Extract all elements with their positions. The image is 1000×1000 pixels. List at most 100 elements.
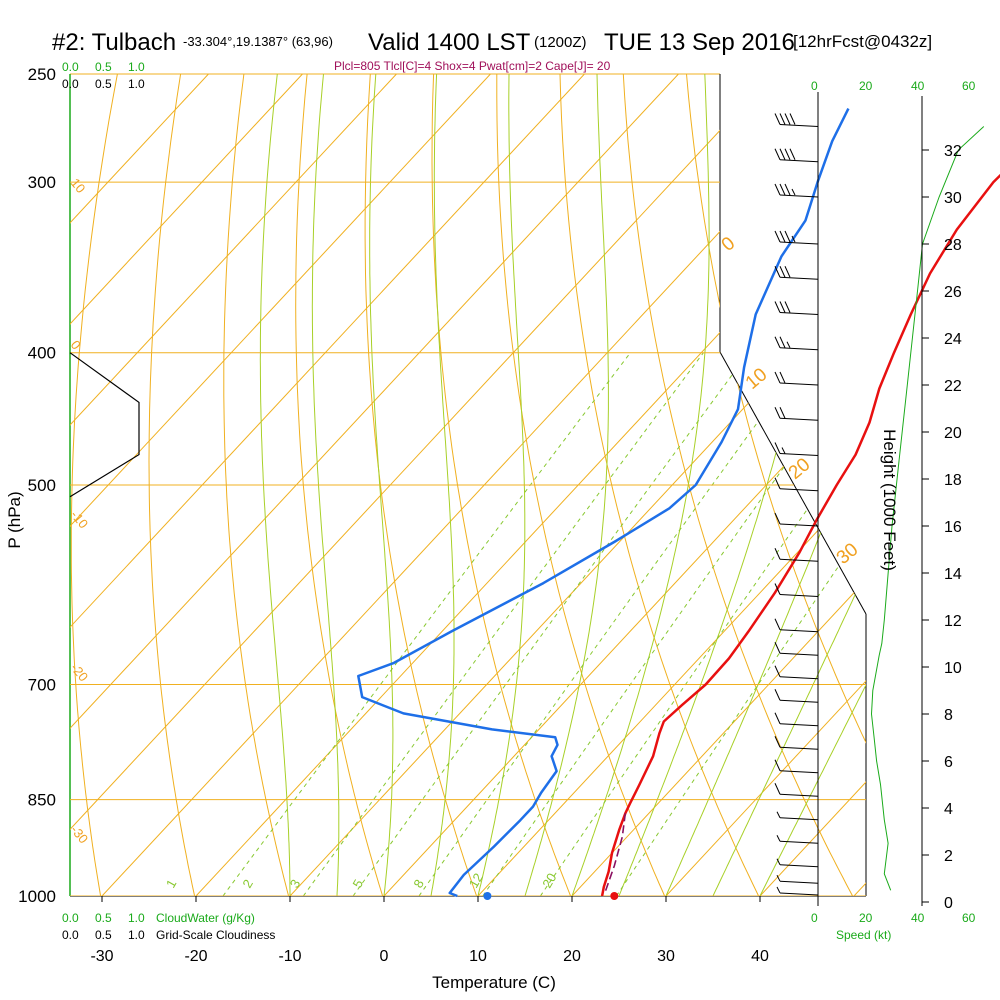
forecast-info: [12hrFcst@0432z] [793, 32, 932, 51]
dewpoint-line [357, 108, 850, 898]
height-tick-label: 18 [944, 472, 962, 489]
temperature-tick-label: 20 [563, 948, 581, 965]
wind-barb [776, 858, 819, 868]
wind-barb-flag [779, 148, 786, 160]
wind-barb-staff [779, 523, 819, 527]
cloudwater-tick-0: 0.0 [62, 60, 79, 74]
wind-barb-flag [779, 266, 786, 278]
height-tick-label: 10 [944, 660, 962, 677]
wind-barb [774, 230, 819, 245]
height-tick-label: 16 [944, 519, 962, 536]
cloud-scale-top: 0.0 0.5 1.0 0.0 0.5 1.0 [62, 60, 145, 91]
wind-barb-flag [779, 301, 786, 313]
wind-barb-halfflag [776, 858, 781, 865]
cloudiness-tick-2-bottom: 1.0 [128, 928, 145, 942]
wind-barb-staff [779, 347, 819, 351]
wind-barb [774, 783, 819, 797]
wind-barb [774, 148, 819, 163]
wind-barb-flag [784, 301, 791, 313]
wind-barb-flag [774, 266, 781, 278]
wind-barb-flag [774, 183, 781, 196]
height-tick-label: 26 [944, 284, 962, 301]
cloudiness-tick-0-bottom: 0.0 [62, 928, 79, 942]
wind-barb-flag [779, 407, 786, 419]
wind-barb [774, 183, 819, 198]
wind-barb-flag [774, 548, 781, 560]
moist-adiabat-line [430, 74, 455, 896]
height-tick-label: 20 [944, 425, 962, 442]
wind-barb-staff [779, 676, 819, 680]
valid-time: Valid 1400 LST [368, 29, 531, 56]
wind-barb-flag [774, 759, 781, 771]
temperature-tick-label: 10 [469, 948, 487, 965]
isotherm-line [70, 74, 397, 896]
wind-barb-halfflag [776, 874, 781, 882]
temperature-axis: -30 -20 -10 0 10 20 30 40 [90, 896, 769, 965]
pressure-axis-label: P (hPa) [5, 491, 24, 548]
sounding-series [357, 108, 1000, 900]
wind-barb-flag [774, 512, 781, 525]
wind-barb-flag [789, 148, 796, 160]
wind-barb-staff [779, 417, 819, 421]
dry-adiabat-line [364, 74, 478, 896]
wind-barb-halfflag [776, 886, 781, 894]
wind-barb-staff [779, 558, 819, 562]
wind-barb-halfflag [791, 235, 796, 243]
moist-adiabat-line [311, 74, 340, 896]
wind-barb [774, 336, 819, 351]
wind-barb-flag [779, 230, 786, 243]
moist-adiabat-line [369, 74, 394, 896]
moist-adiabat-line [524, 74, 609, 896]
dry-adiabat-label: -20 [68, 660, 92, 684]
height-tick-label: 4 [944, 801, 953, 818]
wind-barb-staff [779, 159, 819, 163]
wind-barb-flag [774, 783, 781, 795]
speed-tick-3: 60 [962, 79, 976, 93]
surface-dewpoint-point [483, 892, 492, 900]
isotherm-line [70, 74, 209, 896]
mixing-ratio-line [615, 352, 866, 896]
wind-barb-staff [779, 629, 819, 633]
wind-barb-staff [779, 312, 819, 315]
height-tick-label: 32 [944, 143, 962, 160]
height-tick-label: 22 [944, 378, 962, 395]
moist-adiabat-label: 0 [718, 233, 740, 256]
mixing-ratio-label: 3 [287, 877, 304, 891]
sounding-params: Plcl=805 Tlcl[C]=4 Shox=4 Pwat[cm]=2 Cap… [334, 59, 611, 73]
temperature-line [600, 173, 1000, 897]
wind-speed-scale-bottom: 0 20 40 60 Speed (kt) [811, 911, 976, 942]
speed-tick-1-bottom: 20 [859, 911, 873, 925]
wind-barb [776, 811, 819, 821]
wind-barb-flag [774, 113, 781, 125]
wind-barb [774, 759, 819, 774]
moist-adiabat-line [712, 74, 866, 896]
wind-barb [774, 477, 819, 492]
height-tick-label: 8 [944, 707, 953, 724]
wind-barb [774, 301, 819, 315]
wind-barb-flag [779, 336, 786, 348]
wind-barb-halfflag [776, 835, 781, 842]
wind-barb-staff [779, 880, 819, 884]
dry-adiabat-line [559, 74, 760, 896]
pressure-tick-label: 250 [28, 65, 56, 84]
wind-barb-staff [779, 892, 819, 896]
wind-barb-staff [779, 194, 819, 198]
pressure-tick-label: 1000 [18, 887, 56, 906]
speed-tick-0-bottom: 0 [811, 911, 818, 925]
isotherm-line [759, 74, 866, 896]
dry-adiabat-line [148, 74, 196, 896]
dry-adiabat-line [223, 74, 290, 896]
mixing-ratio-line [352, 352, 749, 896]
wind-barb-flag [784, 230, 791, 243]
wind-barb-staff [779, 864, 819, 868]
wind-barb-staff [779, 699, 819, 703]
speed-axis-label: Speed (kt) [836, 928, 891, 942]
height-tick-label: 12 [944, 613, 962, 630]
mixing-ratio-line [418, 352, 809, 896]
mixing-ratio-label: 2 [239, 877, 256, 891]
speed-tick-0: 0 [811, 79, 818, 93]
wind-barb [774, 712, 819, 727]
height-tick-label: 24 [944, 331, 962, 348]
